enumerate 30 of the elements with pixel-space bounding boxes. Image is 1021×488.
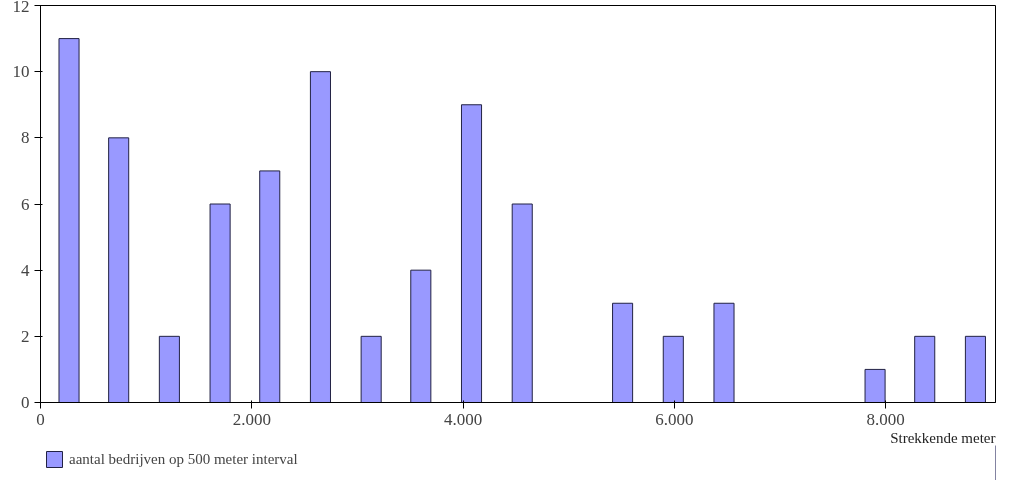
y-tick-label: 8 <box>21 128 30 148</box>
y-tick-label: 6 <box>21 194 30 214</box>
y-tick-label: 4 <box>21 260 30 280</box>
bar <box>612 302 634 403</box>
bar <box>360 335 382 403</box>
x-tick-label: 2.000 <box>232 409 271 429</box>
bar <box>259 170 281 403</box>
bar <box>108 137 130 403</box>
x-tick-label: 8.000 <box>866 409 905 429</box>
bar <box>662 335 684 403</box>
bar <box>410 269 432 403</box>
bar <box>914 335 936 403</box>
bar <box>511 203 533 403</box>
bar <box>158 335 180 403</box>
bar <box>713 302 735 403</box>
x-tick-label: 6.000 <box>655 409 694 429</box>
y-tick-label: 12 <box>12 0 30 16</box>
bar <box>309 71 331 403</box>
x-tick-label: 4.000 <box>443 409 483 429</box>
bar <box>460 104 483 403</box>
bar <box>58 38 80 403</box>
legend-label: aantal bedrijven op 500 meter interval <box>69 450 298 468</box>
bar <box>209 203 231 403</box>
y-tick-label: 10 <box>12 62 30 82</box>
bar <box>964 335 986 403</box>
bar <box>864 368 886 403</box>
x-axis-title: Strekkende meter <box>890 429 996 446</box>
y-tick-label: 2 <box>21 326 30 346</box>
y-tick-label: 0 <box>21 393 30 412</box>
x-tick-label: 0 <box>36 409 45 429</box>
